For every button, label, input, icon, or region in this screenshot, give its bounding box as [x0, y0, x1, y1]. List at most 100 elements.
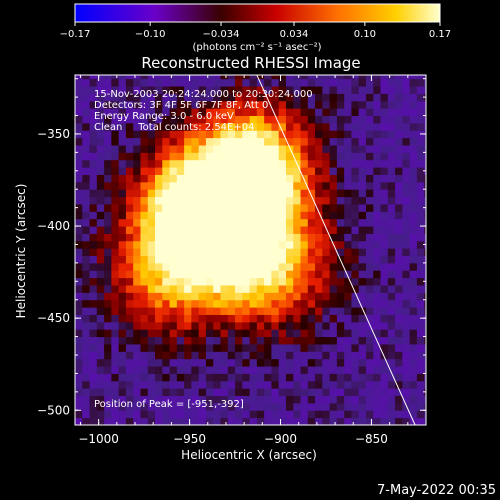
- heatmap-cell: [264, 93, 272, 102]
- heatmap-cell: [365, 115, 374, 124]
- heatmap-cell: [169, 402, 178, 411]
- heatmap-cell: [220, 255, 229, 264]
- heatmap-cell: [264, 174, 272, 183]
- heatmap-cell: [133, 240, 141, 249]
- heatmap-cell: [242, 145, 251, 153]
- heatmap-cell: [329, 358, 338, 367]
- heatmap-cell: [249, 122, 258, 131]
- heatmap-cell: [198, 189, 207, 198]
- heatmap-cell: [278, 115, 287, 124]
- heatmap-cell: [140, 255, 149, 264]
- heatmap-cell: [191, 218, 200, 227]
- heatmap-cell: [380, 343, 389, 352]
- heatmap-cell: [220, 285, 229, 293]
- heatmap-cell: [227, 196, 236, 205]
- heatmap-cell: [307, 380, 316, 389]
- heatmap-cell: [315, 145, 323, 153]
- heatmap-cell: [104, 329, 112, 338]
- heatmap-cell: [387, 181, 396, 190]
- heatmap-cell: [380, 277, 389, 286]
- heatmap-cell: [307, 218, 316, 227]
- heatmap-cell: [278, 262, 287, 271]
- heatmap-cell: [191, 417, 200, 425]
- heatmap-cell: [191, 351, 200, 360]
- heatmap-cell: [191, 395, 200, 404]
- heatmap-cell: [300, 299, 309, 308]
- heatmap-cell: [125, 152, 134, 161]
- heatmap-cell: [140, 321, 149, 330]
- heatmap-cell: [271, 196, 280, 205]
- heatmap-cell: [82, 86, 91, 94]
- y-tick-label: −500: [37, 403, 70, 417]
- heatmap-cell: [278, 78, 287, 87]
- heatmap-cell: [278, 270, 287, 279]
- heatmap-cell: [118, 299, 127, 308]
- heatmap-cell: [169, 248, 178, 257]
- heatmap-cell: [307, 145, 316, 153]
- heatmap-cell: [96, 108, 105, 117]
- heatmap-cell: [213, 100, 221, 109]
- heatmap-cell: [133, 270, 141, 279]
- heatmap-cell: [409, 373, 418, 382]
- heatmap-cell: [125, 78, 134, 87]
- heatmap-cell: [416, 321, 425, 330]
- heatmap-cell: [176, 78, 185, 87]
- heatmap-cell: [409, 108, 418, 117]
- heatmap-cell: [162, 226, 171, 234]
- heatmap-cell: [329, 262, 338, 271]
- heatmap-cell: [111, 130, 120, 139]
- heatmap-cell: [264, 122, 272, 131]
- heatmap-cell: [365, 388, 374, 397]
- heatmap-cell: [205, 388, 214, 397]
- heatmap-cell: [387, 75, 396, 80]
- heatmap-cell: [191, 388, 200, 397]
- heatmap-cell: [322, 314, 331, 323]
- heatmap-cell: [125, 366, 134, 374]
- heatmap-cell: [198, 167, 207, 175]
- heatmap-cell: [336, 343, 345, 352]
- heatmap-cell: [176, 285, 185, 293]
- heatmap-cell: [140, 292, 149, 301]
- heatmap-cell: [198, 196, 207, 205]
- heatmap-cell: [220, 366, 229, 374]
- heatmap-cell: [125, 329, 134, 338]
- heatmap-cell: [155, 196, 163, 205]
- heatmap-cell: [125, 358, 134, 367]
- heatmap-cell: [82, 262, 91, 271]
- heatmap-cell: [416, 115, 425, 124]
- heatmap-cell: [358, 189, 367, 198]
- heatmap-cell: [169, 307, 178, 315]
- heatmap-cell: [227, 255, 236, 264]
- annotation-clean: Clean Total counts: 2.54E+04: [94, 122, 254, 133]
- heatmap-cell: [75, 270, 83, 279]
- heatmap-cell: [256, 299, 265, 308]
- heatmap-cell: [358, 380, 367, 389]
- heatmap-cell: [213, 380, 221, 389]
- heatmap-cell: [96, 115, 105, 124]
- heatmap-cell: [395, 233, 403, 242]
- heatmap-cell: [147, 218, 156, 227]
- heatmap-cell: [402, 285, 411, 293]
- heatmap-cell: [147, 130, 156, 139]
- heatmap-cell: [75, 395, 83, 404]
- heatmap-cell: [380, 270, 389, 279]
- heatmap-cell: [242, 196, 251, 205]
- heatmap-cell: [373, 373, 382, 382]
- heatmap-cell: [242, 174, 251, 183]
- heatmap-cell: [315, 314, 323, 323]
- heatmap-cell: [256, 248, 265, 257]
- heatmap-cell: [293, 189, 302, 198]
- heatmap-cell: [220, 402, 229, 411]
- heatmap-cell: [169, 189, 178, 198]
- heatmap-cell: [293, 314, 302, 323]
- heatmap-cell: [409, 358, 418, 367]
- heatmap-cell: [329, 402, 338, 411]
- heatmap-cell: [351, 137, 360, 146]
- heatmap-cell: [227, 189, 236, 198]
- heatmap-cell: [198, 226, 207, 234]
- heatmap-cell: [205, 203, 214, 212]
- heatmap-cell: [300, 402, 309, 411]
- heatmap-cell: [373, 277, 382, 286]
- heatmap-cell: [205, 395, 214, 404]
